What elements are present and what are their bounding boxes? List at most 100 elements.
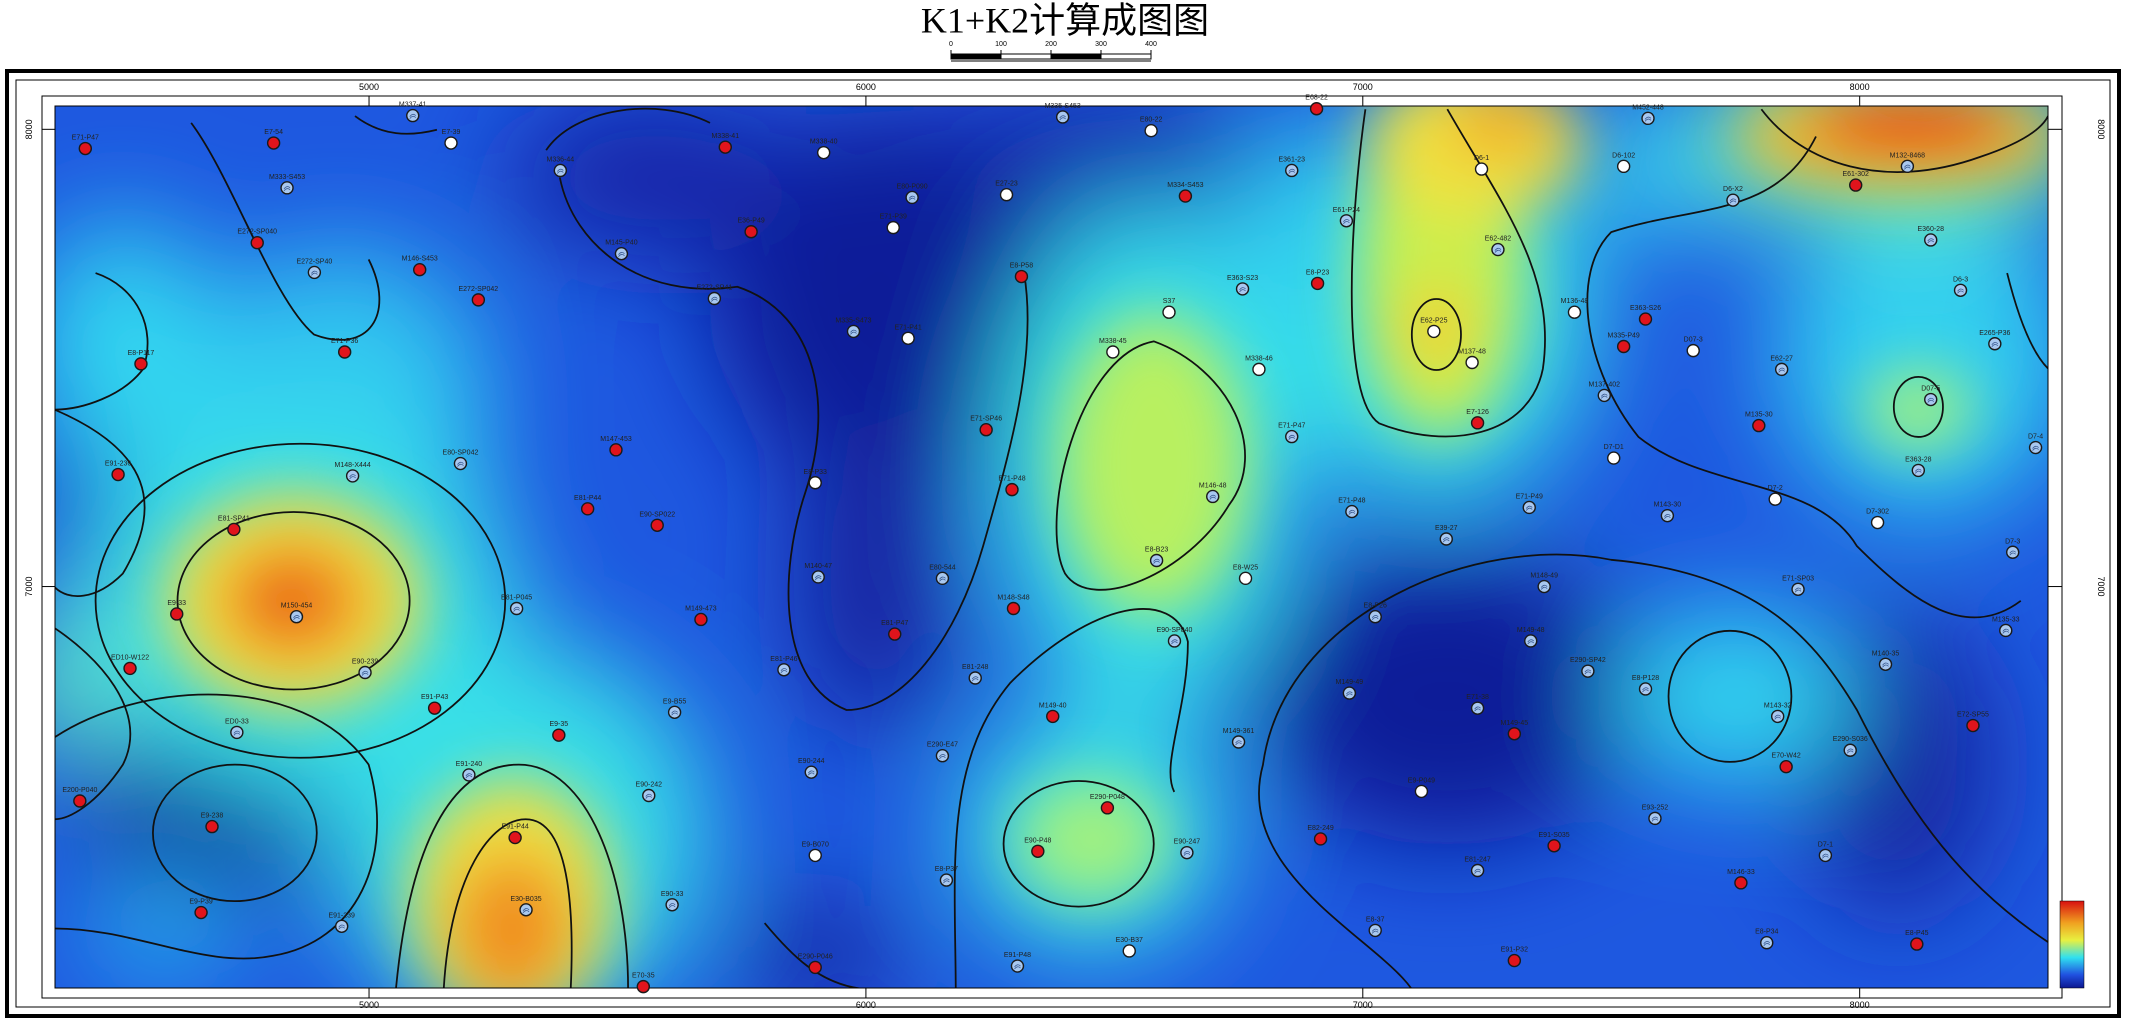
well: [1106, 345, 1120, 359]
scale-bar: 0 100 200 300 400: [949, 41, 1157, 62]
well: [1597, 388, 1611, 403]
well: [905, 190, 919, 205]
well: [266, 136, 281, 150]
well: [1641, 111, 1655, 126]
well-symbol: [908, 195, 916, 201]
well: [1368, 923, 1382, 938]
x-tick-label: 8000: [1850, 82, 1870, 92]
well-label: M338-46: [1245, 355, 1273, 362]
well: [777, 663, 791, 677]
well: [1180, 845, 1194, 860]
well-symbol: [780, 668, 788, 674]
well-label: S37: [1163, 298, 1176, 305]
well: [1345, 504, 1359, 519]
well: [170, 607, 184, 621]
well: [1339, 214, 1354, 228]
well-label: E363-S23: [1227, 275, 1258, 282]
well: [1149, 553, 1164, 568]
well-label: E290-E47: [927, 742, 958, 749]
well-label: M149-48: [1517, 627, 1545, 634]
well-symbol: [1822, 853, 1829, 859]
well: [1924, 233, 1938, 247]
well-symbol: [618, 252, 625, 257]
well: [1252, 362, 1266, 377]
well-label: E72-SP55: [1957, 712, 1989, 719]
well: [1055, 110, 1070, 124]
well: [1491, 242, 1505, 257]
well-symbol: [943, 878, 950, 884]
well-label: M140-35: [1872, 650, 1900, 657]
well-symbol: [349, 474, 356, 480]
x-tick-label: 7000: [1353, 1000, 1373, 1010]
well-label: E39-27: [1435, 525, 1458, 532]
well: [1313, 832, 1328, 846]
well: [1547, 839, 1561, 853]
well: [519, 903, 533, 917]
well-label: M149-361: [1223, 728, 1255, 735]
y-tick-label: 7000: [2096, 577, 2106, 597]
well-label: E200-P040: [62, 787, 97, 794]
well-label: E90-244: [798, 758, 825, 765]
well-label: D6-X2: [1723, 186, 1743, 193]
well: [744, 225, 758, 239]
well-label: D6-3: [1953, 276, 1968, 283]
well: [1231, 735, 1246, 749]
well-label: E81-SP41: [218, 515, 250, 522]
well-label: E290-SP42: [1570, 657, 1606, 664]
well-label: E9-B070: [802, 841, 829, 848]
well: [808, 960, 822, 975]
well-label: E62-P25: [1420, 317, 1447, 324]
well-symbol: [1183, 850, 1191, 856]
well-symbol: [971, 676, 979, 682]
well-label: E91-P48: [1004, 952, 1031, 959]
well: [888, 627, 902, 641]
well-label: D7-1: [1818, 841, 1833, 848]
well-symbol: [2009, 550, 2017, 556]
x-tick-label: 7000: [1353, 82, 1373, 92]
well-label: M335-P49: [1608, 333, 1640, 340]
well: [1760, 936, 1774, 950]
well: [345, 469, 360, 483]
well-label: E8-W25: [1233, 564, 1258, 571]
well: [1686, 343, 1700, 358]
well-label: M135-33: [1992, 616, 2020, 623]
well-symbol: [1474, 868, 1481, 874]
well-symbol: [1927, 238, 1935, 244]
well: [1734, 876, 1748, 890]
well-symbol: [1927, 397, 1935, 403]
well-symbol: [1525, 505, 1533, 511]
well: [1470, 863, 1485, 878]
well-label: D7-4: [2028, 434, 2043, 441]
well-symbol: [1664, 514, 1671, 519]
well: [1465, 355, 1479, 370]
well: [1470, 416, 1485, 430]
well-label: E91-P32: [1501, 947, 1528, 954]
well: [462, 768, 476, 782]
scale-label: 400: [1145, 41, 1157, 48]
well-symbol: [1794, 587, 1802, 593]
well-label: E30-B37: [1116, 937, 1143, 944]
well: [444, 136, 458, 150]
well: [811, 570, 825, 584]
well-label: E71-P48: [1338, 498, 1365, 505]
well-label: M150-454: [281, 603, 313, 610]
well-label: E91-P44: [501, 824, 528, 831]
well: [1910, 937, 1924, 951]
well-label: E91-239: [328, 912, 355, 919]
well-symbol: [939, 576, 946, 582]
well: [1470, 701, 1485, 715]
well: [968, 671, 982, 685]
well-label: E81-P045: [501, 594, 532, 601]
well-symbol: [1642, 687, 1649, 693]
well: [1849, 178, 1863, 192]
well: [816, 145, 831, 160]
well: [846, 324, 861, 339]
well-label: M146-S453: [402, 256, 438, 263]
well-label: E8-P117: [128, 350, 155, 357]
well: [1616, 339, 1631, 354]
well: [552, 728, 566, 742]
well: [250, 236, 264, 250]
well: [307, 265, 322, 280]
well-label: E290-P048: [1090, 794, 1125, 801]
well-symbol: [1882, 662, 1889, 668]
